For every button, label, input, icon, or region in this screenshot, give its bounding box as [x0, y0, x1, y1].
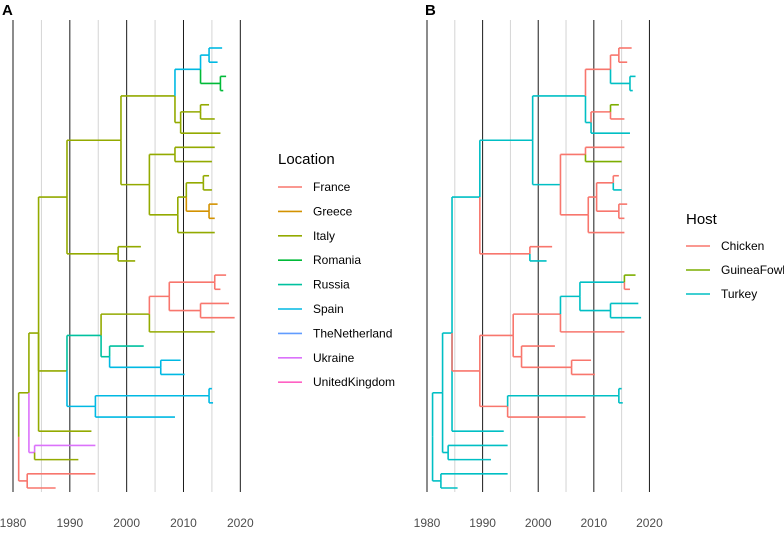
- x-tick-label: 2010: [580, 516, 607, 530]
- x-tick-label: 1990: [56, 516, 83, 530]
- legend-title: Location: [278, 151, 335, 168]
- legend-label: UnitedKingdom: [313, 375, 395, 389]
- panel-a-legend: Location France Greece Italy Romania Russia Sp…: [278, 151, 395, 389]
- legend-label: Ukraine: [313, 351, 355, 365]
- x-tick-label: 2020: [636, 516, 663, 530]
- x-tick-label: 2000: [113, 516, 140, 530]
- x-tick-label: 1980: [414, 516, 441, 530]
- panel-b-grid: [426, 20, 650, 492]
- legend-label: Italy: [313, 229, 335, 243]
- x-tick-label: 1980: [0, 516, 27, 530]
- legend-label: France: [313, 180, 351, 194]
- legend-label: Greece: [313, 204, 353, 218]
- panel-a-x-axis: 1980 1990 2000 2010 2020: [0, 516, 254, 530]
- x-tick-label: 2000: [525, 516, 552, 530]
- x-tick-label: 2010: [170, 516, 197, 530]
- panel-a-grid: [12, 20, 241, 492]
- legend-label: Turkey: [721, 287, 757, 301]
- panel-a-tree: [17, 47, 235, 489]
- x-tick-label: 1990: [469, 516, 496, 530]
- panel-a-label: A: [2, 2, 13, 19]
- legend-label: TheNetherland: [313, 326, 392, 340]
- panel-b-x-axis: 1980 1990 2000 2010 2020: [414, 516, 663, 530]
- legend-label: Russia: [313, 278, 350, 292]
- legend-label: Spain: [313, 302, 344, 316]
- panel-b-label: B: [425, 2, 436, 19]
- legend-label: Romania: [313, 253, 361, 267]
- panel-a-chart: A 1980 1990 2000 2010 2020 Location France Gre…: [0, 2, 395, 530]
- panel-b-tree: [431, 47, 642, 489]
- legend-label: GuineaFowl: [721, 263, 784, 277]
- legend-label: Chicken: [721, 239, 764, 253]
- x-tick-label: 2020: [227, 516, 254, 530]
- legend-title: Host: [686, 211, 718, 228]
